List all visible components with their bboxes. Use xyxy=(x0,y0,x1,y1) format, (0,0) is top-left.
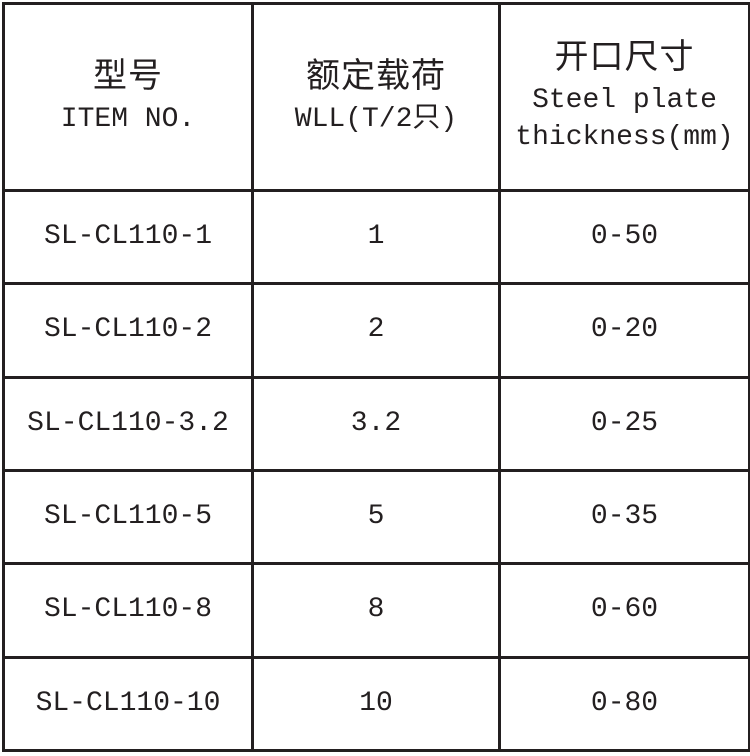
cell-item-no: SL-CL110-2 xyxy=(2,282,254,379)
column-header-item-no-zh: 型号 xyxy=(93,59,163,98)
column-header-thickness-en-1: Steel plate xyxy=(532,85,717,116)
cell-item-no: SL-CL110-10 xyxy=(2,655,254,753)
cell-thickness: 0-50 xyxy=(498,188,750,286)
column-header-item-no-en: ITEM NO. xyxy=(60,103,196,135)
table-row: SL-CL110-1 1 0-50 xyxy=(2,188,750,286)
table-row: SL-CL110-3.2 3.2 0-25 xyxy=(2,375,750,472)
cell-thickness: 0-20 xyxy=(498,282,750,379)
cell-wll: 8 xyxy=(251,562,501,659)
table-row: SL-CL110-2 2 0-20 xyxy=(2,282,750,379)
cell-item-no: SL-CL110-8 xyxy=(2,562,254,659)
header-row: 型号 ITEM NO. 额定载荷 WLL(T/2只) 开口尺寸 Steel pl… xyxy=(2,2,750,192)
table-row: SL-CL110-5 5 0-35 xyxy=(2,468,750,566)
cell-item-no: SL-CL110-5 xyxy=(2,468,254,566)
cell-thickness: 0-60 xyxy=(498,562,750,659)
column-header-wll-en: WLL(T/2只) xyxy=(294,103,458,135)
cell-item-no: SL-CL110-3.2 xyxy=(2,375,254,472)
cell-wll: 1 xyxy=(251,188,501,286)
column-header-wll-zh: 额定载荷 xyxy=(306,59,446,98)
cell-thickness: 0-80 xyxy=(498,655,750,753)
table-row: SL-CL110-8 8 0-60 xyxy=(2,562,750,659)
cell-wll: 2 xyxy=(251,282,501,379)
column-header-thickness-en-2: thickness(mm) xyxy=(515,122,734,153)
column-header-wll: 额定载荷 WLL(T/2只) xyxy=(251,2,501,192)
table-row: SL-CL110-10 10 0-80 xyxy=(2,655,750,753)
cell-thickness: 0-25 xyxy=(498,375,750,472)
column-header-thickness: 开口尺寸 Steel plate thickness(mm) xyxy=(498,2,750,192)
cell-item-no: SL-CL110-1 xyxy=(2,188,254,286)
cell-wll: 5 xyxy=(251,468,501,566)
cell-wll: 3.2 xyxy=(251,375,501,472)
column-header-thickness-zh: 开口尺寸 xyxy=(554,41,695,79)
cell-wll: 10 xyxy=(251,655,501,753)
cell-thickness: 0-35 xyxy=(498,468,750,566)
column-header-item-no: 型号 ITEM NO. xyxy=(2,2,254,192)
